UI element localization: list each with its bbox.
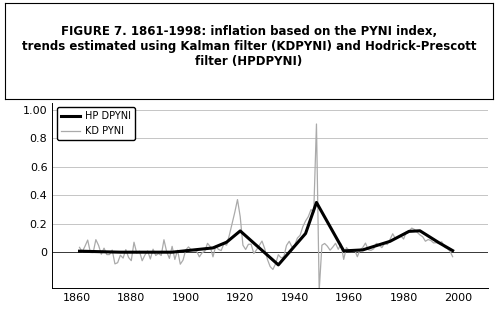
KD PYNI [447, 249, 453, 253]
HP DPYNI [447, 247, 453, 251]
HP DPYNI [77, 249, 83, 253]
HP DPYNI [292, 244, 298, 248]
Legend: HP DPYNI, KD PYNI: HP DPYNI, KD PYNI [57, 108, 135, 140]
HP DPYNI [398, 234, 404, 238]
HP DPYNI [450, 249, 456, 253]
HP DPYNI [313, 201, 319, 205]
HP DPYNI [213, 245, 219, 249]
KD PYNI [313, 122, 319, 126]
KD PYNI [349, 250, 355, 254]
KD PYNI [316, 289, 322, 293]
Text: FIGURE 7. 1861-1998: inflation based on the PYNI index,
trends estimated using K: FIGURE 7. 1861-1998: inflation based on … [22, 25, 476, 68]
Line: KD PYNI: KD PYNI [80, 124, 453, 291]
KD PYNI [224, 243, 230, 247]
KD PYNI [289, 245, 295, 249]
KD PYNI [450, 255, 456, 259]
Line: HP DPYNI: HP DPYNI [80, 203, 453, 265]
KD PYNI [213, 244, 219, 248]
KD PYNI [77, 245, 83, 249]
HP DPYNI [224, 240, 230, 244]
KD PYNI [398, 234, 404, 238]
HP DPYNI [275, 263, 281, 267]
HP DPYNI [349, 249, 355, 253]
